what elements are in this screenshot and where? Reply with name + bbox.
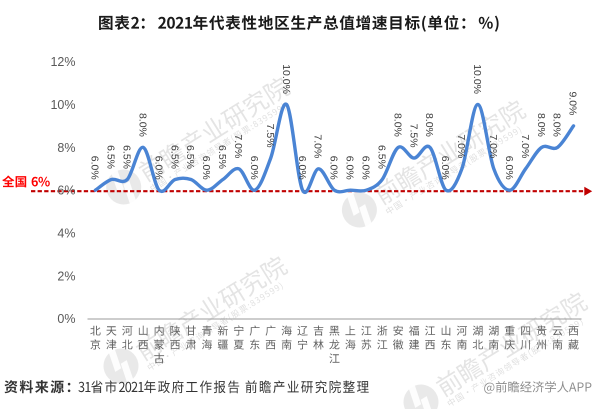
- svg-text:8%: 8%: [57, 141, 75, 155]
- svg-text:7.0%: 7.0%: [487, 134, 499, 158]
- svg-text:6.5%: 6.5%: [121, 145, 133, 169]
- svg-text:12%: 12%: [50, 55, 75, 69]
- svg-text:7.0%: 7.0%: [312, 134, 324, 158]
- svg-text:8.0%: 8.0%: [391, 113, 403, 137]
- svg-text:7.0%: 7.0%: [519, 134, 531, 158]
- svg-text:6.0%: 6.0%: [360, 156, 372, 180]
- svg-text:6%: 6%: [57, 184, 75, 198]
- svg-text:9.0%: 9.0%: [567, 91, 579, 115]
- svg-text:10.0%: 10.0%: [280, 64, 292, 94]
- svg-text:0%: 0%: [57, 312, 75, 326]
- svg-text:6.0%: 6.0%: [152, 156, 164, 180]
- svg-text:6.0%: 6.0%: [344, 156, 356, 180]
- svg-text:6.0%: 6.0%: [439, 156, 451, 180]
- svg-text:8.0%: 8.0%: [535, 113, 547, 137]
- svg-text:6.0%: 6.0%: [503, 156, 515, 180]
- svg-text:10.0%: 10.0%: [471, 64, 483, 94]
- svg-text:7.5%: 7.5%: [264, 124, 276, 148]
- svg-text:6.0%: 6.0%: [296, 156, 308, 180]
- svg-text:6.5%: 6.5%: [168, 145, 180, 169]
- svg-text:10%: 10%: [50, 98, 75, 112]
- svg-text:6.5%: 6.5%: [216, 145, 228, 169]
- svg-text:6.0%: 6.0%: [328, 156, 340, 180]
- svg-text:6.5%: 6.5%: [105, 145, 117, 169]
- svg-text:6.0%: 6.0%: [89, 156, 101, 180]
- svg-text:4%: 4%: [57, 227, 75, 241]
- svg-text:7.0%: 7.0%: [455, 134, 467, 158]
- svg-text:6.0%: 6.0%: [200, 156, 212, 180]
- svg-text:6.5%: 6.5%: [184, 145, 196, 169]
- svg-text:7.0%: 7.0%: [232, 134, 244, 158]
- svg-text:7.5%: 7.5%: [407, 124, 419, 148]
- svg-text:6.0%: 6.0%: [248, 156, 260, 180]
- svg-text:6.5%: 6.5%: [375, 145, 387, 169]
- svg-text:8.0%: 8.0%: [136, 113, 148, 137]
- svg-text:2%: 2%: [57, 269, 75, 283]
- svg-text:8.0%: 8.0%: [551, 113, 563, 137]
- svg-text:8.0%: 8.0%: [423, 113, 435, 137]
